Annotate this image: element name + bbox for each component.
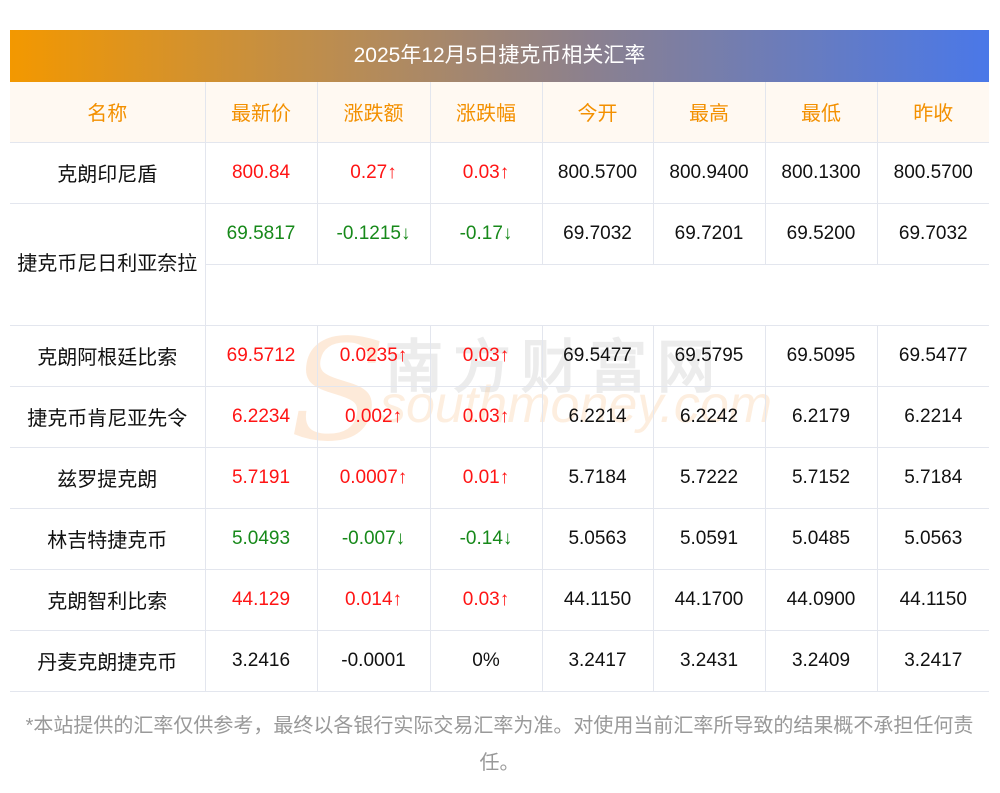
currency-pair-name: 捷克币肯尼亚先令 bbox=[10, 385, 206, 448]
currency-pair-name: 克朗阿根廷比索 bbox=[10, 324, 206, 387]
open-price: 800.5700 bbox=[541, 141, 654, 204]
column-header: 涨跌额 bbox=[316, 82, 431, 143]
open-price: 44.1150 bbox=[541, 568, 654, 631]
high-price: 69.5795 bbox=[652, 324, 766, 387]
low-price: 5.7152 bbox=[764, 446, 878, 509]
latest-price: 800.84 bbox=[204, 141, 318, 204]
change-percent: 0.03↑ bbox=[429, 324, 543, 387]
change-percent: -0.14↓ bbox=[429, 507, 543, 570]
column-header: 最新价 bbox=[204, 82, 318, 143]
table-row-overflow bbox=[10, 263, 989, 325]
currency-pair-name: 捷克币尼日利亚奈拉 bbox=[10, 202, 206, 326]
high-price: 3.2431 bbox=[652, 629, 766, 692]
high-price: 800.9400 bbox=[652, 141, 766, 204]
page-title: 2025年12月5日捷克币相关汇率 bbox=[10, 30, 989, 82]
change-percent: -0.17↓ bbox=[429, 202, 543, 265]
low-price: 69.5200 bbox=[764, 202, 878, 265]
change-percent: 0.03↑ bbox=[429, 141, 543, 204]
table-row: 捷克币尼日利亚奈拉 69.5817 -0.1215↓ -0.17↓ 69.7032 69.… bbox=[10, 202, 989, 326]
low-price: 6.2179 bbox=[764, 385, 878, 448]
table-row: 丹麦克朗捷克币 3.2416 -0.0001 0% 3.2417 3.2431 3.2409… bbox=[10, 629, 989, 692]
high-price: 69.7201 bbox=[652, 202, 766, 265]
prev-close: 69.5477 bbox=[876, 324, 989, 387]
open-price: 69.5477 bbox=[541, 324, 654, 387]
prev-close: 3.2417 bbox=[876, 629, 989, 692]
change-percent: 0% bbox=[429, 629, 543, 692]
empty-cell bbox=[204, 263, 989, 325]
disclaimer: *本站提供的汇率仅供参考，最终以各银行实际交易汇率为准。对使用当前汇率所导致的结… bbox=[25, 715, 974, 774]
change-percent: 0.03↑ bbox=[429, 385, 543, 448]
latest-price: 44.129 bbox=[204, 568, 318, 631]
open-price: 5.7184 bbox=[541, 446, 654, 509]
low-price: 800.1300 bbox=[764, 141, 878, 204]
column-header: 涨跌幅 bbox=[429, 82, 543, 143]
currency-pair-name: 林吉特捷克币 bbox=[10, 507, 206, 570]
change-amount: -0.0001 bbox=[316, 629, 431, 692]
high-price: 6.2242 bbox=[652, 385, 766, 448]
prev-close: 800.5700 bbox=[876, 141, 989, 204]
latest-price: 5.7191 bbox=[204, 446, 318, 509]
latest-price: 69.5817 bbox=[204, 202, 318, 265]
latest-price: 6.2234 bbox=[204, 385, 318, 448]
low-price: 5.0485 bbox=[764, 507, 878, 570]
prev-close: 5.7184 bbox=[876, 446, 989, 509]
change-amount: 0.002↑ bbox=[316, 385, 431, 448]
column-header: 最高 bbox=[652, 82, 766, 143]
high-price: 5.0591 bbox=[652, 507, 766, 570]
exchange-rate-table: 名称 最新价 涨跌额 涨跌幅 今开 最高 最低 昨收 克朗印尼盾 800.84 0.27↑ 0.03… bbox=[10, 82, 989, 692]
column-header: 昨收 bbox=[876, 82, 989, 143]
prev-close: 5.0563 bbox=[876, 507, 989, 570]
low-price: 69.5095 bbox=[764, 324, 878, 387]
latest-price: 69.5712 bbox=[204, 324, 318, 387]
change-percent: 0.03↑ bbox=[429, 568, 543, 631]
column-header: 名称 bbox=[10, 82, 206, 143]
change-amount: 0.27↑ bbox=[316, 141, 431, 204]
column-header: 最低 bbox=[764, 82, 878, 143]
table-row: 克朗智利比索 44.129 0.014↑ 0.03↑ 44.1150 44.1700 44.… bbox=[10, 568, 989, 631]
currency-pair-name: 兹罗提克朗 bbox=[10, 446, 206, 509]
low-price: 44.0900 bbox=[764, 568, 878, 631]
change-amount: 0.0007↑ bbox=[316, 446, 431, 509]
table-row: 克朗阿根廷比索 69.5712 0.0235↑ 0.03↑ 69.5477 69.5795… bbox=[10, 324, 989, 387]
prev-close: 69.7032 bbox=[876, 202, 989, 265]
table-row: 克朗印尼盾 800.84 0.27↑ 0.03↑ 800.5700 800.9400 800… bbox=[10, 141, 989, 204]
low-price: 3.2409 bbox=[764, 629, 878, 692]
table-row: 林吉特捷克币 5.0493 -0.007↓ -0.14↓ 5.0563 5.0591 5.0… bbox=[10, 507, 989, 570]
change-amount: -0.1215↓ bbox=[316, 202, 431, 265]
column-header: 今开 bbox=[541, 82, 654, 143]
table-row: 捷克币肯尼亚先令 6.2234 0.002↑ 0.03↑ 6.2214 6.2242 6.2… bbox=[10, 385, 989, 448]
latest-price: 5.0493 bbox=[204, 507, 318, 570]
prev-close: 6.2214 bbox=[876, 385, 989, 448]
change-amount: 0.0235↑ bbox=[316, 324, 431, 387]
prev-close: 44.1150 bbox=[876, 568, 989, 631]
open-price: 69.7032 bbox=[541, 202, 654, 265]
latest-price: 3.2416 bbox=[204, 629, 318, 692]
change-percent: 0.01↑ bbox=[429, 446, 543, 509]
open-price: 3.2417 bbox=[541, 629, 654, 692]
currency-pair-name: 克朗智利比索 bbox=[10, 568, 206, 631]
open-price: 6.2214 bbox=[541, 385, 654, 448]
open-price: 5.0563 bbox=[541, 507, 654, 570]
table-header-row: 名称 最新价 涨跌额 涨跌幅 今开 最高 最低 昨收 bbox=[10, 82, 989, 143]
table-row: 兹罗提克朗 5.7191 0.0007↑ 0.01↑ 5.7184 5.7222 5.715… bbox=[10, 446, 989, 509]
high-price: 44.1700 bbox=[652, 568, 766, 631]
currency-pair-name: 丹麦克朗捷克币 bbox=[10, 629, 206, 692]
currency-pair-name: 克朗印尼盾 bbox=[10, 141, 206, 204]
high-price: 5.7222 bbox=[652, 446, 766, 509]
change-amount: -0.007↓ bbox=[316, 507, 431, 570]
change-amount: 0.014↑ bbox=[316, 568, 431, 631]
